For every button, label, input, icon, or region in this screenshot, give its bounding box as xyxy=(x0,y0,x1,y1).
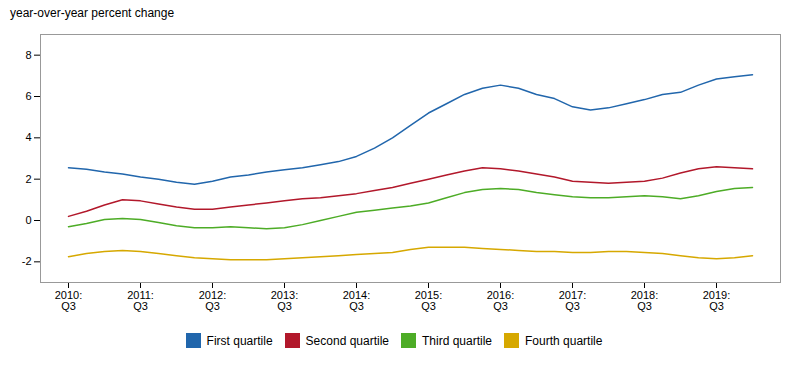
svg-text:-2: -2 xyxy=(22,255,32,267)
svg-text:6: 6 xyxy=(25,90,31,102)
svg-text:2: 2 xyxy=(25,173,31,185)
html-text:year-over-year percent change: year-over-year percent change xyxy=(10,6,175,20)
svg-text:2012:Q3: 2012:Q3 xyxy=(199,289,227,312)
svg-text:8: 8 xyxy=(25,49,31,61)
svg-text:2011:Q3: 2011:Q3 xyxy=(127,289,154,312)
svg-text:2017:Q3: 2017:Q3 xyxy=(559,289,587,312)
svg-text:2010:Q3: 2010:Q3 xyxy=(55,289,83,312)
svg-text:2019:Q3: 2019:Q3 xyxy=(703,289,731,312)
svg-text:2014:Q3: 2014:Q3 xyxy=(343,289,371,312)
svg-text:2016:Q3: 2016:Q3 xyxy=(487,289,515,312)
html-text:Second quartile: Second quartile xyxy=(305,333,389,348)
html-text:Third quartile: Third quartile xyxy=(422,333,492,348)
svg-text:0: 0 xyxy=(25,214,31,226)
svg-text:2018:Q3: 2018:Q3 xyxy=(631,289,659,312)
html-text:First quartile: First quartile xyxy=(206,333,273,348)
html-text:Fourth quartile: Fourth quartile xyxy=(525,333,603,348)
svg-text:2015:Q3: 2015:Q3 xyxy=(415,289,443,312)
svg-text:2013:Q3: 2013:Q3 xyxy=(271,289,299,312)
svg-text:4: 4 xyxy=(25,131,31,143)
